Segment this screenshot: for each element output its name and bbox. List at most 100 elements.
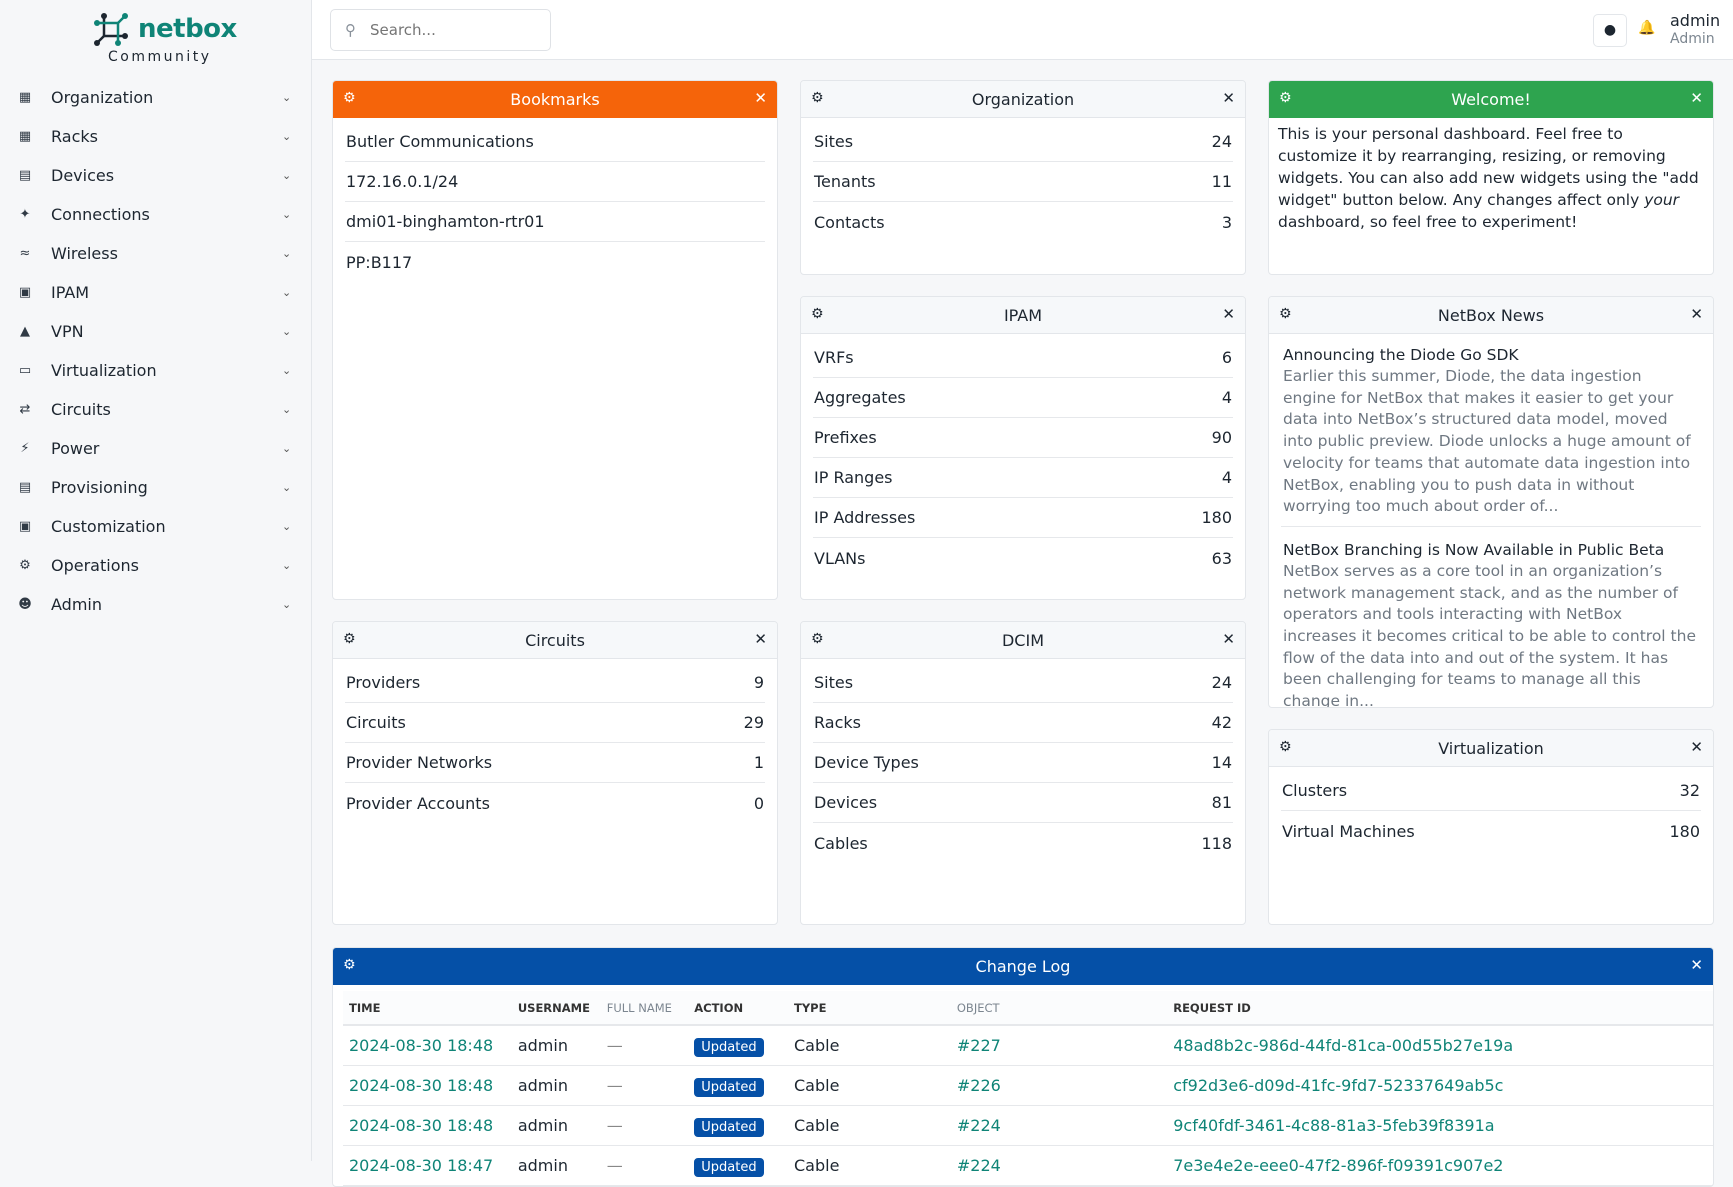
cell-time-link[interactable]: 2024-08-30 18:48 bbox=[349, 1035, 494, 1055]
stat-row[interactable]: VLANs 63 bbox=[813, 538, 1233, 578]
cell-time-link[interactable]: 2024-08-30 18:48 bbox=[349, 1075, 494, 1095]
bookmark-link[interactable]: 172.16.0.1/24 bbox=[345, 162, 765, 202]
stat-label[interactable]: Tenants bbox=[814, 172, 876, 191]
stat-label[interactable]: Provider Networks bbox=[346, 753, 493, 772]
stat-label[interactable]: Devices bbox=[814, 793, 878, 812]
close-icon[interactable]: ✕ bbox=[1222, 305, 1235, 323]
gear-icon[interactable]: ⚙ bbox=[343, 957, 356, 973]
cell-request-link[interactable]: 7e3e4e2e-eee0-47f2-896f-f09391c907e2 bbox=[1173, 1155, 1504, 1175]
close-icon[interactable]: ✕ bbox=[1222, 89, 1235, 107]
cell-time-link[interactable]: 2024-08-30 18:48 bbox=[349, 1115, 494, 1135]
gear-icon[interactable]: ⚙ bbox=[1279, 739, 1292, 755]
stat-row[interactable]: Tenants 11 bbox=[813, 162, 1233, 202]
stat-label[interactable]: Cables bbox=[814, 833, 868, 853]
cell-object-link[interactable]: #224 bbox=[956, 1155, 1001, 1175]
stat-label[interactable]: Aggregates bbox=[814, 388, 906, 407]
gear-icon[interactable]: ⚙ bbox=[811, 90, 824, 106]
stat-label[interactable]: Prefixes bbox=[814, 428, 877, 447]
stat-label[interactable]: Virtual Machines bbox=[1282, 821, 1415, 841]
stat-row[interactable]: Virtual Machines 180 bbox=[1281, 811, 1701, 851]
gear-icon[interactable]: ⚙ bbox=[343, 90, 356, 106]
stat-row[interactable]: Prefixes 90 bbox=[813, 418, 1233, 458]
close-icon[interactable]: ✕ bbox=[1690, 305, 1703, 323]
gear-icon[interactable]: ⚙ bbox=[811, 631, 824, 647]
bookmark-link[interactable]: Butler Communications bbox=[345, 122, 765, 162]
gear-icon[interactable]: ⚙ bbox=[811, 306, 824, 322]
lightbulb-icon[interactable]: ● bbox=[1593, 14, 1627, 47]
stat-row[interactable]: Sites 24 bbox=[813, 122, 1233, 162]
stat-row[interactable]: IP Addresses 180 bbox=[813, 498, 1233, 538]
gear-icon[interactable]: ⚙ bbox=[1279, 90, 1292, 106]
sidebar-item-wireless[interactable]: ≈ Wireless ⌄ bbox=[0, 234, 312, 273]
bookmark-link[interactable]: PP:B117 bbox=[346, 252, 413, 272]
column-header-action[interactable]: ACTION bbox=[688, 991, 788, 1026]
news-title[interactable]: Announcing the Diode Go SDK bbox=[1283, 346, 1519, 364]
stat-row[interactable]: Clusters 32 bbox=[1281, 771, 1701, 811]
cell-request-link[interactable]: cf92d3e6-d09d-41fc-9fd7-52337649ab5c bbox=[1173, 1075, 1504, 1095]
stat-row[interactable]: VRFs 6 bbox=[813, 338, 1233, 378]
column-header-type[interactable]: TYPE bbox=[787, 991, 951, 1026]
stat-row[interactable]: Sites 24 bbox=[813, 663, 1233, 703]
netbox-logo[interactable]: netbox Community bbox=[94, 12, 244, 68]
column-header-request-id[interactable]: REQUEST ID bbox=[1167, 991, 1713, 1026]
stat-row[interactable]: Aggregates 4 bbox=[813, 378, 1233, 418]
sidebar-item-ipam[interactable]: ▣ IPAM ⌄ bbox=[0, 273, 312, 312]
stat-label[interactable]: VRFs bbox=[814, 348, 854, 367]
sidebar-item-racks[interactable]: ▦ Racks ⌄ bbox=[0, 117, 312, 156]
close-icon[interactable]: ✕ bbox=[754, 630, 767, 648]
cell-request-link[interactable]: 9cf40fdf-3461-4c88-81a3-5feb39f8391a bbox=[1173, 1115, 1495, 1135]
column-header-username[interactable]: USERNAME bbox=[511, 991, 601, 1026]
stat-row[interactable]: Provider Networks 1 bbox=[345, 743, 765, 783]
stat-row[interactable]: Providers 9 bbox=[345, 663, 765, 703]
stat-row[interactable]: Racks 42 bbox=[813, 703, 1233, 743]
sidebar-item-provisioning[interactable]: ▤ Provisioning ⌄ bbox=[0, 468, 312, 507]
close-icon[interactable]: ✕ bbox=[754, 89, 767, 107]
search-box[interactable]: ⚲ bbox=[330, 9, 551, 51]
cell-object-link[interactable]: #227 bbox=[956, 1035, 1001, 1055]
stat-row[interactable]: Device Types 14 bbox=[813, 743, 1233, 783]
close-icon[interactable]: ✕ bbox=[1690, 738, 1703, 756]
column-header-time[interactable]: TIME bbox=[343, 991, 512, 1026]
stat-row[interactable]: Contacts 3 bbox=[813, 202, 1233, 242]
bell-icon[interactable]: 🔔 bbox=[1638, 20, 1656, 36]
stat-label[interactable]: Clusters bbox=[1282, 781, 1348, 800]
sidebar-item-admin[interactable]: ☻ Admin ⌄ bbox=[0, 585, 312, 624]
stat-row[interactable]: Provider Accounts 0 bbox=[345, 783, 765, 823]
stat-row[interactable]: Devices 81 bbox=[813, 783, 1233, 823]
stat-label[interactable]: IP Ranges bbox=[814, 468, 893, 487]
stat-label[interactable]: IP Addresses bbox=[814, 508, 916, 527]
stat-label[interactable]: Sites bbox=[814, 673, 854, 692]
sidebar-item-devices[interactable]: ▤ Devices ⌄ bbox=[0, 156, 312, 195]
bookmark-link[interactable]: dmi01-binghamton-rtr01 bbox=[345, 202, 765, 242]
sidebar-item-vpn[interactable]: ▲ VPN ⌄ bbox=[0, 312, 312, 351]
search-input[interactable] bbox=[370, 21, 530, 39]
sidebar-item-virtualization[interactable]: ▭ Virtualization ⌄ bbox=[0, 351, 312, 390]
gear-icon[interactable]: ⚙ bbox=[343, 631, 356, 647]
stat-label[interactable]: Circuits bbox=[346, 713, 406, 732]
stat-label[interactable]: VLANs bbox=[814, 548, 866, 568]
column-header-object[interactable]: OBJECT bbox=[950, 991, 1168, 1026]
stat-row[interactable]: Cables 118 bbox=[813, 823, 1233, 863]
news-title[interactable]: NetBox Branching is Now Available in Pub… bbox=[1283, 540, 1665, 559]
close-icon[interactable]: ✕ bbox=[1690, 956, 1703, 974]
stat-label[interactable]: Contacts bbox=[814, 212, 885, 232]
cell-time-link[interactable]: 2024-08-30 18:47 bbox=[349, 1155, 494, 1175]
stat-row[interactable]: Circuits 29 bbox=[345, 703, 765, 743]
sidebar-item-operations[interactable]: ⚙ Operations ⌄ bbox=[0, 546, 312, 585]
cell-object-link[interactable]: #224 bbox=[956, 1115, 1001, 1135]
sidebar-item-circuits[interactable]: ⇄ Circuits ⌄ bbox=[0, 390, 312, 429]
close-icon[interactable]: ✕ bbox=[1222, 630, 1235, 648]
cell-object-link[interactable]: #226 bbox=[956, 1075, 1001, 1095]
stat-label[interactable]: Racks bbox=[814, 713, 861, 732]
sidebar-item-organization[interactable]: ▦ Organization ⌄ bbox=[0, 78, 312, 117]
stat-label[interactable]: Provider Accounts bbox=[346, 793, 490, 813]
gear-icon[interactable]: ⚙ bbox=[1279, 306, 1292, 322]
stat-label[interactable]: Device Types bbox=[814, 753, 919, 772]
user-menu[interactable]: admin Admin bbox=[1670, 11, 1720, 49]
stat-row[interactable]: IP Ranges 4 bbox=[813, 458, 1233, 498]
column-header-full-name[interactable]: FULL NAME bbox=[600, 991, 689, 1026]
close-icon[interactable]: ✕ bbox=[1690, 89, 1703, 107]
cell-request-link[interactable]: 48ad8b2c-986d-44fd-81ca-00d55b27e19a bbox=[1173, 1035, 1514, 1055]
sidebar-item-power[interactable]: ⚡ Power ⌄ bbox=[0, 429, 312, 468]
stat-label[interactable]: Providers bbox=[346, 673, 421, 692]
